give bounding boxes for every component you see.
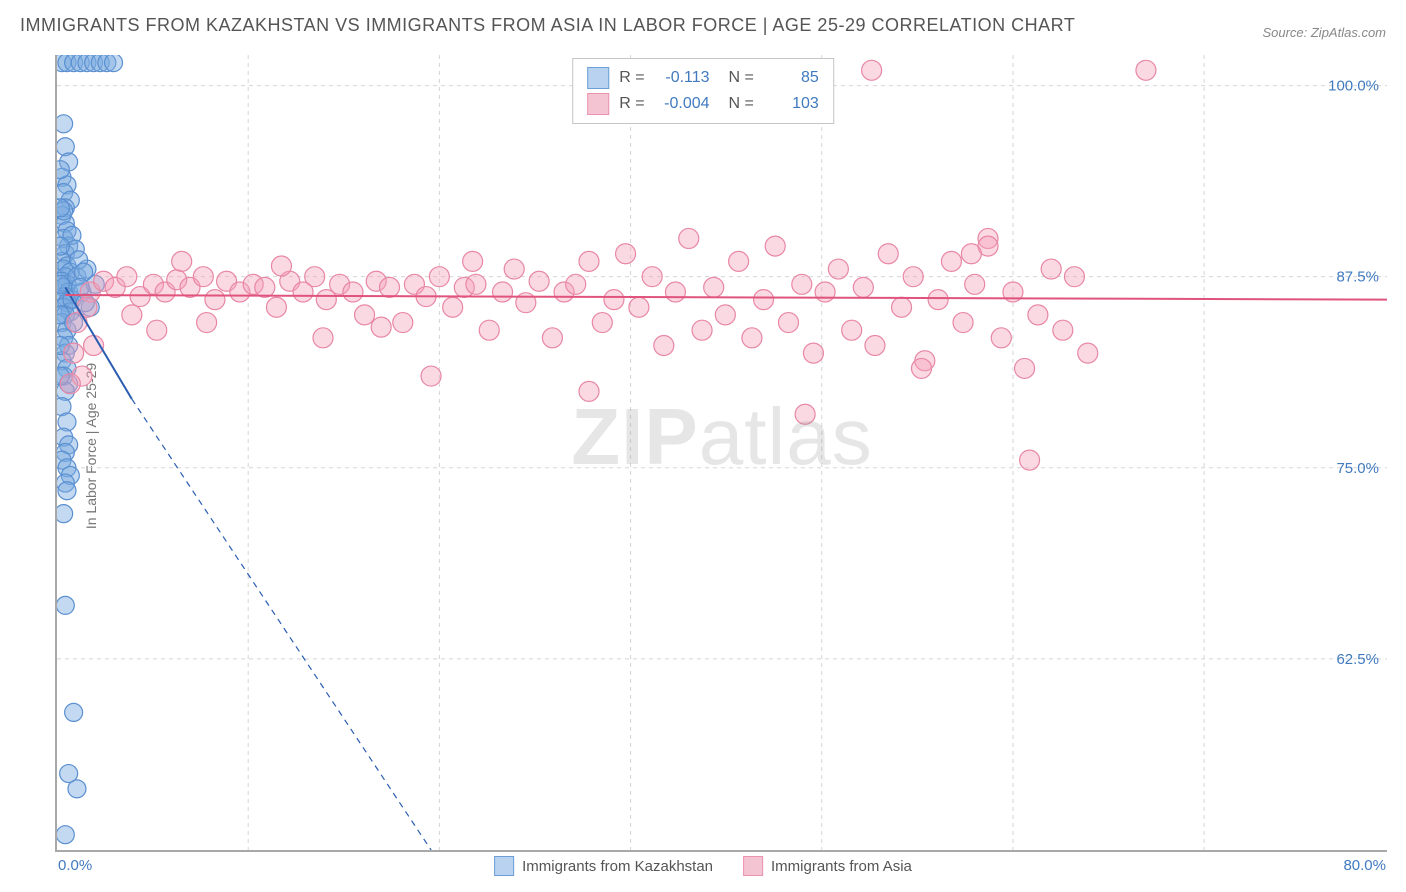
x-tick-max: 80.0%: [1343, 857, 1386, 874]
n-label: N =: [720, 69, 754, 87]
n-label: N =: [720, 95, 754, 113]
correlation-stats-box: R = -0.113 N = 85 R = -0.004 N = 103: [572, 58, 834, 124]
n-value-kazakhstan: 85: [764, 69, 819, 87]
svg-text:100.0%: 100.0%: [1328, 78, 1379, 95]
stats-row-kazakhstan: R = -0.113 N = 85: [587, 65, 819, 91]
svg-text:87.5%: 87.5%: [1336, 269, 1379, 286]
r-value-asia: -0.004: [655, 95, 710, 113]
stats-row-asia: R = -0.004 N = 103: [587, 91, 819, 117]
legend-item-asia: Immigrants from Asia: [743, 856, 912, 876]
chart-plot-area: 62.5%75.0%87.5%100.0% ZIPatlas: [55, 55, 1387, 852]
x-axis-legend: Immigrants from Kazakhstan Immigrants fr…: [494, 856, 912, 876]
swatch-asia: [587, 93, 609, 115]
chart-title: IMMIGRANTS FROM KAZAKHSTAN VS IMMIGRANTS…: [20, 15, 1075, 36]
svg-text:62.5%: 62.5%: [1336, 651, 1379, 668]
legend-swatch-kazakhstan: [494, 856, 514, 876]
source-attribution: Source: ZipAtlas.com: [1262, 25, 1386, 40]
legend-label-kazakhstan: Immigrants from Kazakhstan: [522, 858, 713, 875]
r-label: R =: [619, 95, 644, 113]
legend-label-asia: Immigrants from Asia: [771, 858, 912, 875]
r-label: R =: [619, 69, 644, 87]
r-value-kazakhstan: -0.113: [655, 69, 710, 87]
legend-item-kazakhstan: Immigrants from Kazakhstan: [494, 856, 713, 876]
swatch-kazakhstan: [587, 67, 609, 89]
svg-text:75.0%: 75.0%: [1336, 460, 1379, 477]
legend-swatch-asia: [743, 856, 763, 876]
n-value-asia: 103: [764, 95, 819, 113]
scatter-plot-svg: 62.5% 75.0% 87.5% 100.0%: [57, 55, 1387, 850]
x-tick-min: 0.0%: [58, 857, 92, 874]
